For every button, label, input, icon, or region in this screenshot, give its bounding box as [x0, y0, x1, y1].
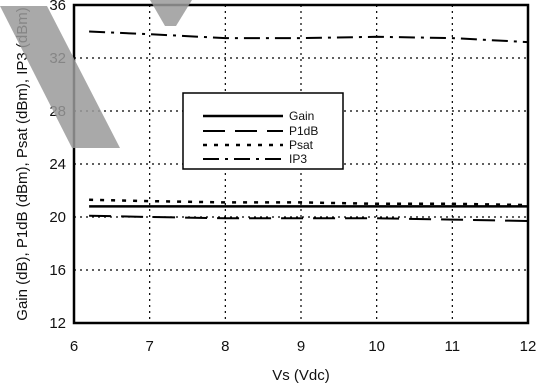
x-tick-label: 12 — [520, 338, 537, 355]
series-lines — [89, 30, 529, 222]
series-line-ip3 — [89, 30, 529, 44]
plot-frame — [72, 3, 530, 325]
y-tick-label: 12 — [49, 315, 66, 332]
legend-label-gain: Gain — [289, 109, 314, 123]
tick-labels: 678910111212162024283236 — [49, 0, 536, 355]
x-tick-label: 11 — [445, 338, 461, 355]
legend-label-p1db: P1dB — [289, 124, 318, 138]
series-line-psat — [89, 198, 529, 207]
watermark-stripe — [0, 6, 120, 148]
series-line-p1db — [89, 214, 529, 222]
x-tick-label: 9 — [297, 338, 305, 355]
x-axis-label: Vs (Vdc) — [272, 367, 330, 384]
y-tick-label: 16 — [49, 262, 66, 279]
legend-label-ip3: IP3 — [289, 152, 307, 166]
y-tick-label: 36 — [49, 0, 66, 14]
x-tick-label: 8 — [221, 338, 229, 355]
y-axis-label: Gain (dB), P1dB (dBm), Psat (dBm), IP3 (… — [14, 7, 31, 320]
legend-label-psat: Psat — [289, 138, 314, 152]
y-tick-label: 24 — [49, 156, 66, 173]
y-tick-label: 20 — [49, 209, 66, 226]
watermark-stripe-top — [150, 0, 192, 26]
x-tick-label: 10 — [368, 338, 385, 355]
x-tick-label: 6 — [70, 338, 78, 355]
x-tick-label: 7 — [145, 338, 153, 355]
grid-lines — [74, 5, 528, 323]
